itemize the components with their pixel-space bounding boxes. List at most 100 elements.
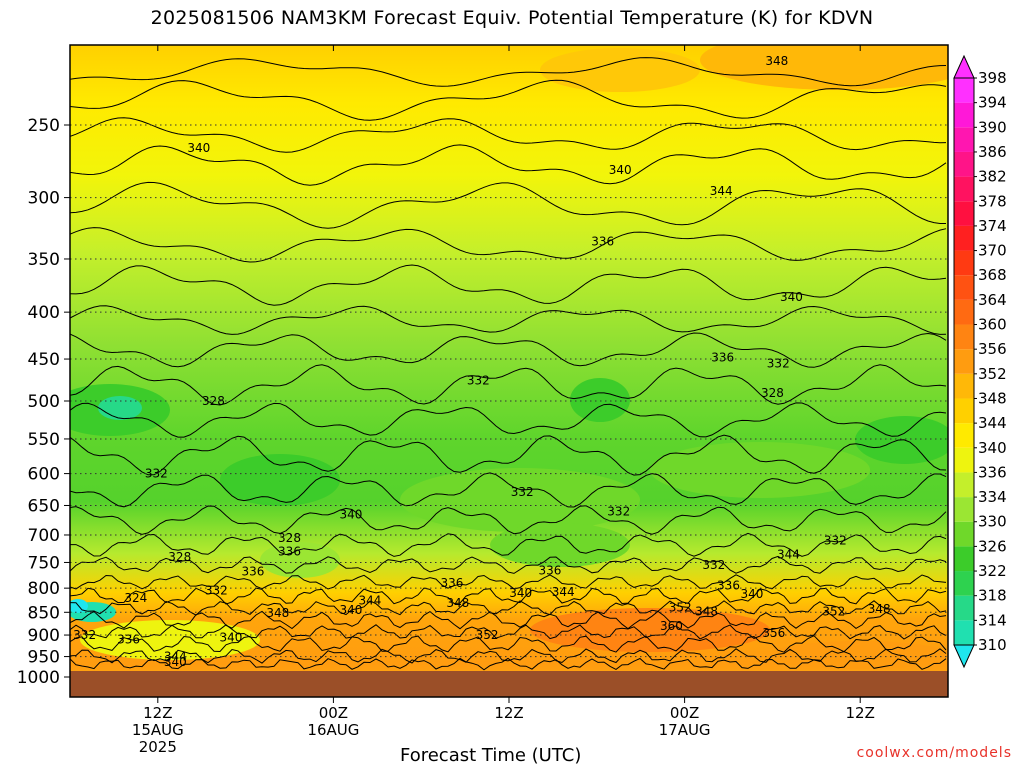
- contour-label: 336: [539, 563, 562, 577]
- x-tick-label: 2025: [139, 738, 177, 756]
- x-tick-label: 12Z: [494, 704, 523, 722]
- source-credit[interactable]: coolwx.com/models: [856, 745, 1012, 761]
- colorbar-label: 330: [978, 513, 1007, 531]
- colorbar-label: 310: [978, 636, 1007, 654]
- chart-title: 2025081506 NAM3KM Forecast Equiv. Potent…: [150, 7, 874, 29]
- colorbar-label: 382: [978, 168, 1007, 186]
- contour-label: 324: [124, 591, 147, 605]
- contour-label: 336: [440, 576, 463, 590]
- contour-label: 352: [476, 628, 499, 642]
- colorbar-label: 314: [978, 611, 1007, 629]
- y-tick-label: 350: [28, 250, 60, 270]
- contour-label: 340: [187, 141, 210, 155]
- y-tick-label: 850: [28, 603, 60, 623]
- contour-line: [70, 227, 947, 263]
- colorbar-label: 364: [978, 291, 1007, 309]
- x-tick-label: 16AUG: [307, 721, 359, 739]
- contour-label: 336: [711, 350, 734, 364]
- contour-label: 328: [168, 550, 191, 564]
- contour-line: [70, 305, 947, 335]
- contour-label: 340: [340, 508, 363, 522]
- y-tick-label: 900: [28, 626, 60, 646]
- contour-line: [70, 587, 947, 605]
- colorbar-segment: [954, 373, 974, 399]
- contour-label: 352: [822, 604, 845, 618]
- colorbar-segment: [954, 398, 974, 424]
- contour-label: 356: [762, 626, 785, 640]
- contour-label: 344: [777, 547, 800, 561]
- field-patch: [700, 45, 948, 90]
- colorbar-label: 348: [978, 389, 1007, 407]
- colorbar-label: 352: [978, 365, 1007, 383]
- contour-line: [70, 181, 946, 229]
- colorbar-label: 356: [978, 340, 1007, 358]
- colorbar-segment: [954, 571, 974, 596]
- contour-label: 332: [511, 485, 534, 499]
- contour-label: 336: [117, 632, 140, 646]
- contour-line: [70, 555, 947, 574]
- contour-label: 332: [467, 374, 490, 388]
- colorbar-segment: [954, 250, 974, 276]
- colorbar-label: 368: [978, 266, 1007, 284]
- colorbar-segment: [954, 275, 974, 300]
- terrain-surface: [70, 671, 948, 697]
- colorbar-segment: [954, 620, 974, 645]
- contour-label: 332: [824, 534, 847, 548]
- colorbar-label: 340: [978, 439, 1007, 457]
- contour-label: 332: [205, 584, 228, 598]
- x-tick-label: 00Z: [670, 704, 699, 722]
- contour-label: 328: [761, 386, 784, 400]
- colorbar-segment: [954, 497, 974, 522]
- contour-label: 340: [780, 290, 803, 304]
- x-tick-label: 15AUG: [132, 721, 184, 739]
- colorbar-segment: [954, 472, 974, 498]
- colorbar-segment: [954, 102, 974, 128]
- contour-label: 340: [609, 163, 632, 177]
- y-tick-label: 950: [28, 648, 60, 668]
- field-patch: [570, 378, 630, 422]
- colorbar-segment: [954, 324, 974, 350]
- colorbar-min-arrow: [953, 644, 975, 669]
- contour-label: 340: [340, 603, 363, 617]
- contour-line: [70, 574, 947, 590]
- contour-label: 360: [660, 619, 683, 633]
- contour-label: 336: [591, 235, 614, 249]
- colorbar-label: 394: [978, 94, 1007, 112]
- contour-line: [70, 648, 947, 664]
- contour-label: 348: [765, 54, 788, 68]
- contour-line: [70, 610, 947, 630]
- contour-line: [70, 532, 947, 557]
- colorbar-segment: [954, 423, 974, 448]
- contour-line: [70, 332, 947, 368]
- contour-label: 340: [164, 655, 187, 669]
- colorbar-label: 386: [978, 143, 1007, 161]
- field-patch: [770, 641, 948, 669]
- contour-label: 344: [359, 593, 382, 607]
- contour-label: 336: [717, 579, 740, 593]
- colorbar-label: 390: [978, 118, 1007, 136]
- colorbar-segment: [954, 595, 974, 621]
- contour-line: [70, 364, 947, 406]
- contour-line: [70, 57, 947, 87]
- colorbar-segment: [954, 447, 974, 473]
- field-patch: [98, 396, 142, 420]
- field-patch: [490, 523, 630, 567]
- colorbar-label: 326: [978, 537, 1007, 555]
- contour-label: 328: [202, 394, 225, 408]
- contour-label: 328: [278, 531, 301, 545]
- field-patch: [650, 442, 870, 498]
- y-tick-label: 450: [28, 350, 60, 370]
- contour-label: 344: [552, 585, 575, 599]
- field-patch: [400, 468, 640, 532]
- colorbar-label: 360: [978, 316, 1007, 334]
- x-tick-label: 00Z: [319, 704, 348, 722]
- y-tick-label: 550: [28, 430, 60, 450]
- contour-label: 340: [740, 587, 763, 601]
- y-tick-label: 800: [28, 579, 60, 599]
- contour-label: 348: [446, 596, 469, 610]
- y-tick-label: 300: [28, 189, 60, 209]
- field-patch: [540, 48, 700, 92]
- colorbar-label: 322: [978, 562, 1007, 580]
- colorbar-label: 336: [978, 463, 1007, 481]
